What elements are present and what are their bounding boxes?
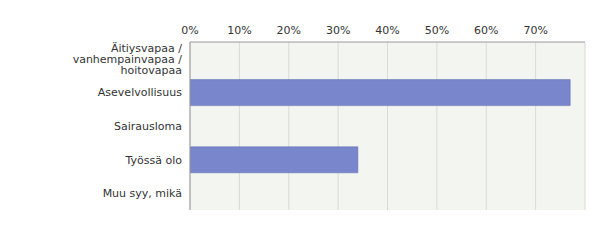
svg-text:70%: 70% <box>523 24 547 37</box>
svg-text:10%: 10% <box>227 24 251 37</box>
svg-text:Sairausloma: Sairausloma <box>114 120 182 133</box>
svg-text:Asevelvollisuus: Asevelvollisuus <box>98 86 182 99</box>
svg-text:Työssä olo: Työssä olo <box>125 154 183 167</box>
svg-text:40%: 40% <box>375 24 399 37</box>
svg-text:Äitiysvapaa /vanhempainvapaa /: Äitiysvapaa /vanhempainvapaa /hoitovapaa <box>73 42 183 77</box>
svg-text:50%: 50% <box>425 24 449 37</box>
svg-text:0%: 0% <box>181 24 198 37</box>
svg-text:30%: 30% <box>326 24 350 37</box>
svg-text:60%: 60% <box>474 24 498 37</box>
svg-text:20%: 20% <box>277 24 301 37</box>
svg-text:Muu syy, mikä: Muu syy, mikä <box>103 187 182 200</box>
